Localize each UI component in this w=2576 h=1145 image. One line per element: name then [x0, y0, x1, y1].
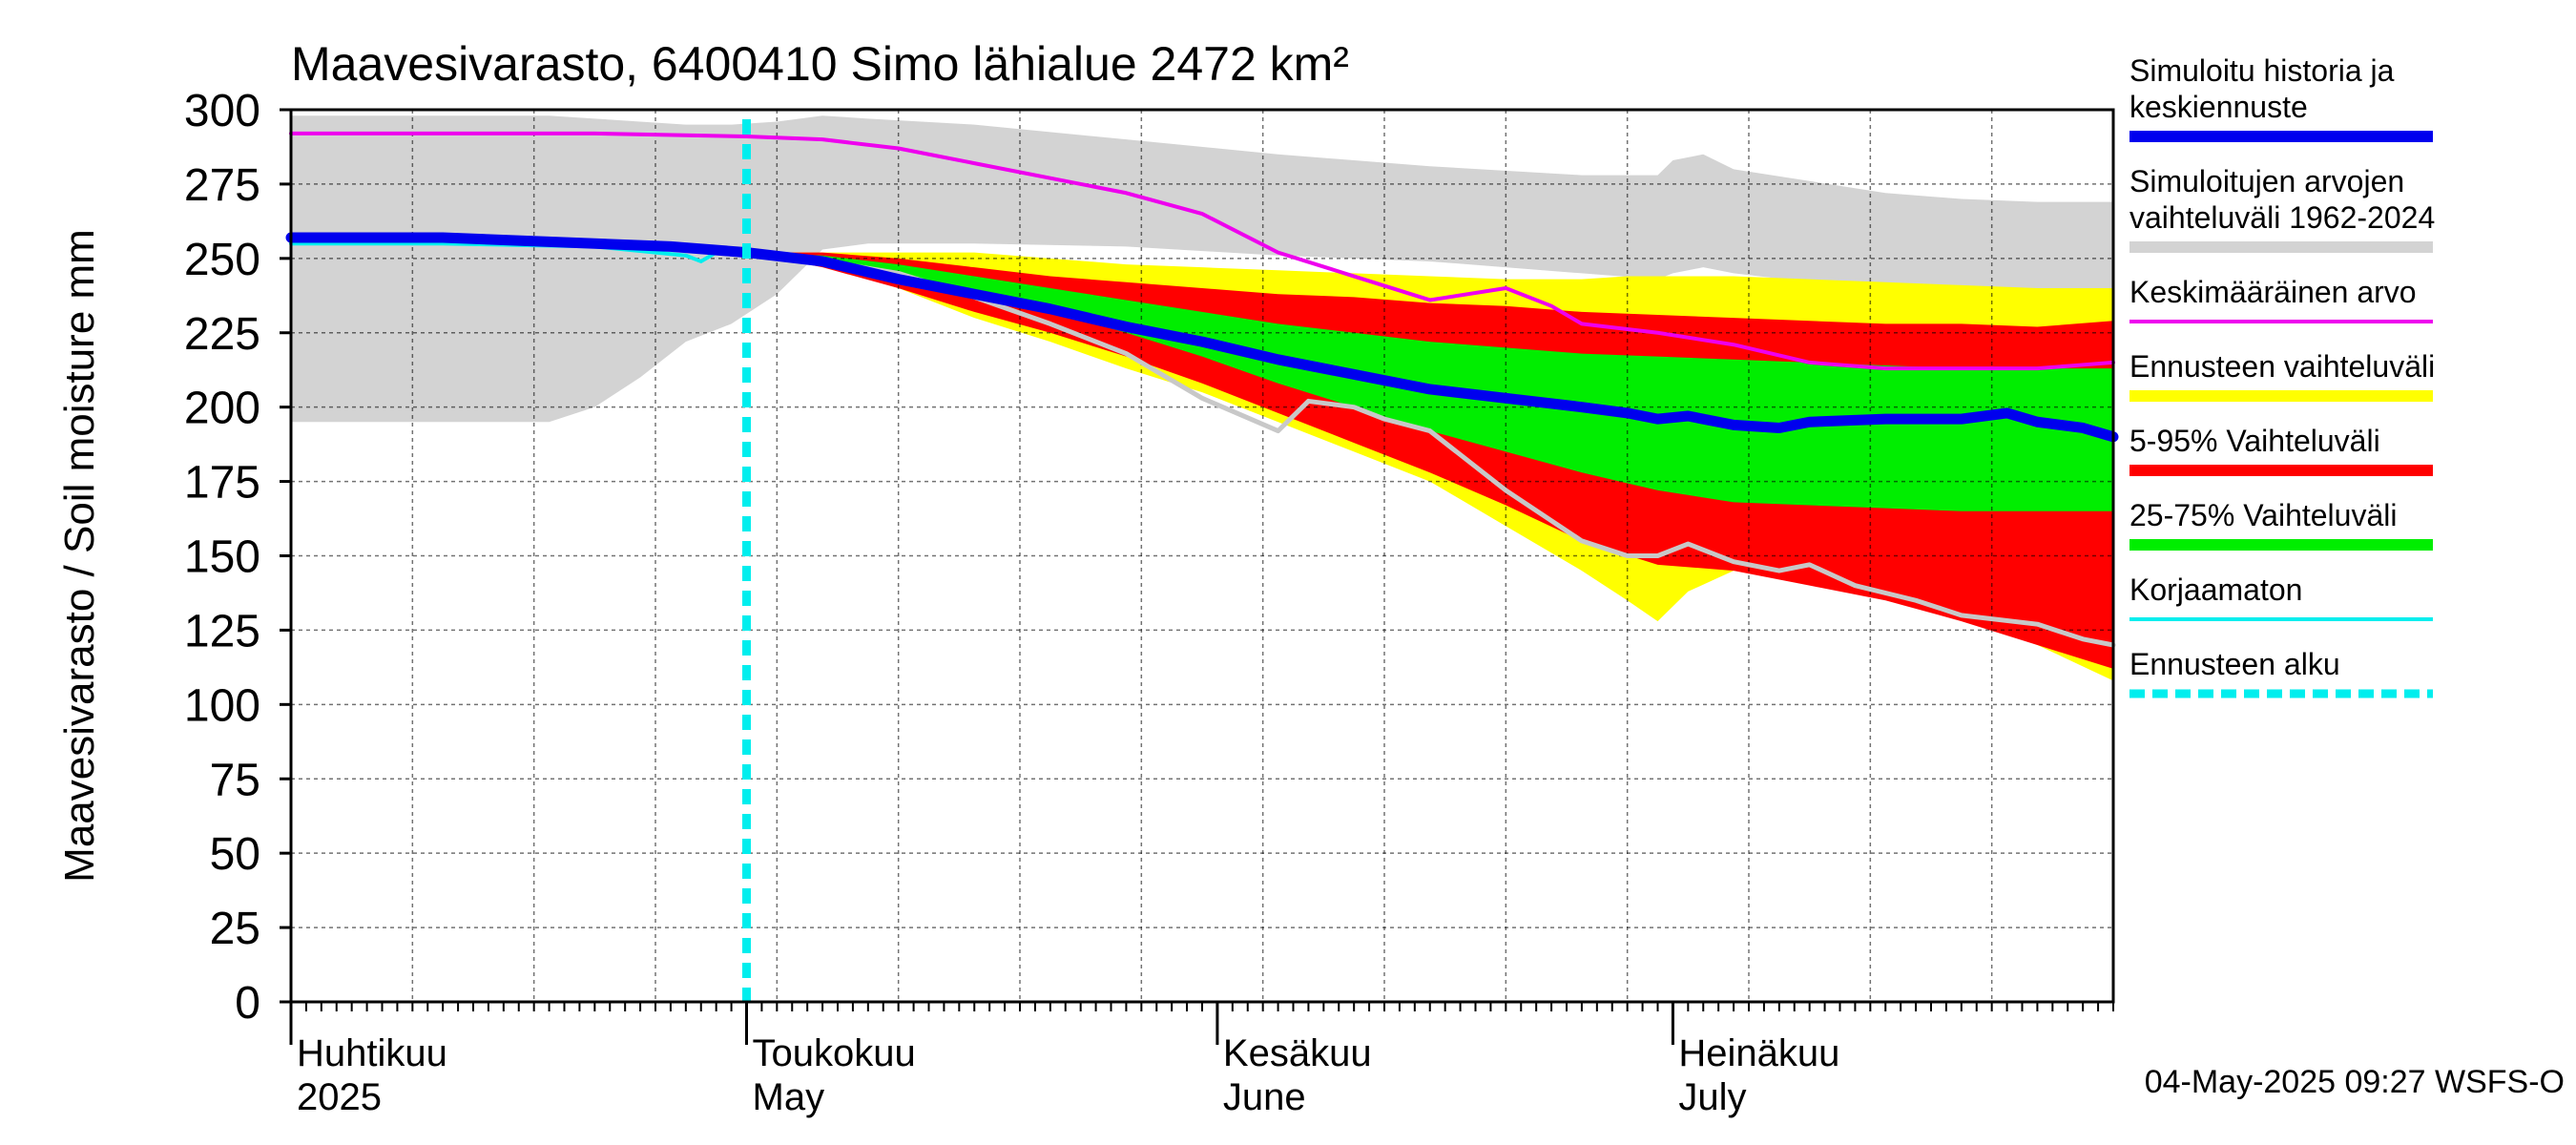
y-tick-label-200: 200 [184, 384, 260, 434]
legend-label-korjaamaton: Korjaamaton [2129, 572, 2302, 607]
y-tick-label-225: 225 [184, 309, 260, 360]
x-month-label-hein-kuu: Heinäkuu [1678, 1032, 1839, 1074]
x-month-sublabel-hein-kuu: July [1678, 1076, 1746, 1118]
x-month-sublabel-toukokuu: May [753, 1076, 825, 1118]
y-tick-label-75: 75 [210, 755, 260, 805]
y-tick-label-250: 250 [184, 235, 260, 285]
line-ensemble-member [804, 256, 2116, 648]
y-tick-label-25: 25 [210, 904, 260, 954]
x-month-sublabel-kes-kuu: June [1223, 1076, 1306, 1118]
y-tick-label-275: 275 [184, 160, 260, 211]
legend-label-simuloitujen-arvojen-vaihteluv-li-1962-2024: Simuloitujen arvojen [2129, 164, 2404, 198]
legend-label-simuloitu-historia-ja-keskiennuste-1: keskiennuste [2129, 90, 2308, 124]
x-month-label-kes-kuu: Kesäkuu [1223, 1032, 1372, 1074]
band-simuloitujen-arvojen-vaihteluv-li-1962-2024 [291, 115, 2113, 423]
legend-label-simuloitu-historia-ja-keskiennuste: Simuloitu historia ja [2129, 53, 2395, 88]
x-month-label-huhtikuu: Huhtikuu [297, 1032, 447, 1074]
chart-title: Maavesivarasto, 6400410 Simo lähialue 24… [291, 37, 1349, 91]
y-axis: 0 25 50 75 100 125 150 175 200 225 250 275 300 [184, 86, 291, 1029]
lines-layer [285, 119, 2119, 1002]
legend-label-ennusteen-vaihteluv-li: Ennusteen vaihteluväli [2129, 349, 2435, 384]
y-tick-label-150: 150 [184, 532, 260, 583]
legend-label-keskim-r-inen-arvo: Keskimääräinen arvo [2129, 275, 2417, 309]
y-tick-label-0: 0 [235, 978, 260, 1029]
line-keskim-r-inen-arvo [289, 131, 2115, 371]
legend-label-simuloitujen-arvojen-vaihteluv-li-1962-2024-1: vaihteluväli 1962-2024 [2129, 200, 2435, 235]
grid-layer [291, 110, 2113, 1002]
x-month-sublabel-huhtikuu: 2025 [297, 1076, 382, 1118]
y-tick-label-175: 175 [184, 458, 260, 509]
y-tick-label-100: 100 [184, 680, 260, 731]
y-tick-label-125: 125 [184, 606, 260, 656]
legend-label-ennusteen-alku: Ennusteen alku [2129, 647, 2340, 681]
y-tick-label-50: 50 [210, 829, 260, 880]
footer-timestamp: 04-May-2025 09:27 WSFS-O [2145, 1064, 2565, 1100]
y-tick-label-300: 300 [184, 86, 260, 136]
line-simuloitu-historia-ja-keskiennuste [285, 232, 2119, 443]
legend-label-25-75-vaihteluv-li: 25-75% Vaihteluväli [2129, 498, 2397, 532]
band-5-95-vaihteluv-li [746, 252, 2113, 669]
y-axis-label: Maavesivarasto / Soil moisture mm [56, 229, 103, 883]
legend-label-5-95-vaihteluv-li: 5-95% Vaihteluväli [2129, 424, 2380, 458]
x-month-label-toukokuu: Toukokuu [753, 1032, 916, 1074]
